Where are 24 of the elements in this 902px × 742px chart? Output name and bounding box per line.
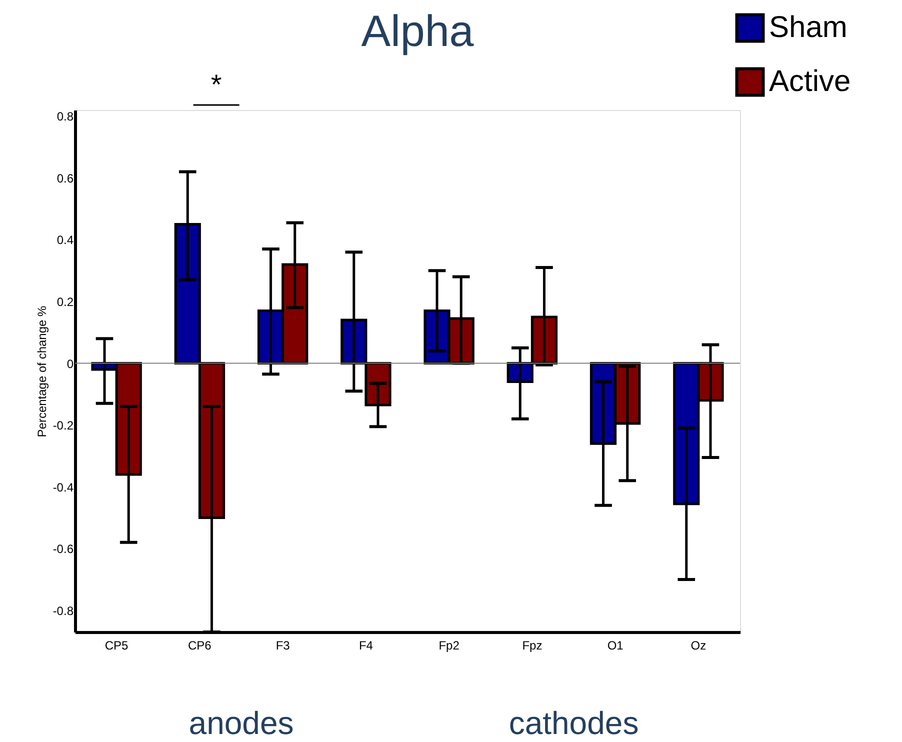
x-tick-label: O1 [607,638,624,652]
y-tick-label: 0.2 [56,295,74,310]
y-tick-label: 0.6 [56,171,74,186]
text: * [210,69,222,100]
x-tick-label: CP5 [104,638,129,652]
x-tick-label: F3 [276,638,290,652]
y-tick-label: -0.8 [52,604,74,618]
x-tick-label: CP6 [188,638,212,652]
text: cathodes [508,705,639,741]
legend-label: Sham [769,11,848,44]
y-tick-label: 0.8 [56,110,74,124]
y-tick-label: -0.6 [52,542,74,556]
x-tick-label: Fp2 [438,638,460,652]
x-tick-label: Fpz [522,638,542,652]
y-tick-label: -0.2 [52,418,74,433]
y-tick-label: 0.4 [56,233,74,248]
x-tick-label: Oz [690,638,706,652]
y-axis-title: Percentage of change % [34,305,49,438]
legend-label: Active [769,65,851,98]
x-tick-label: F4 [358,638,374,652]
y-tick-label: -0.4 [52,480,74,494]
text: anodes [188,705,294,741]
chart-title: Alpha [361,7,474,56]
y-tick-label: 0 [66,356,74,371]
